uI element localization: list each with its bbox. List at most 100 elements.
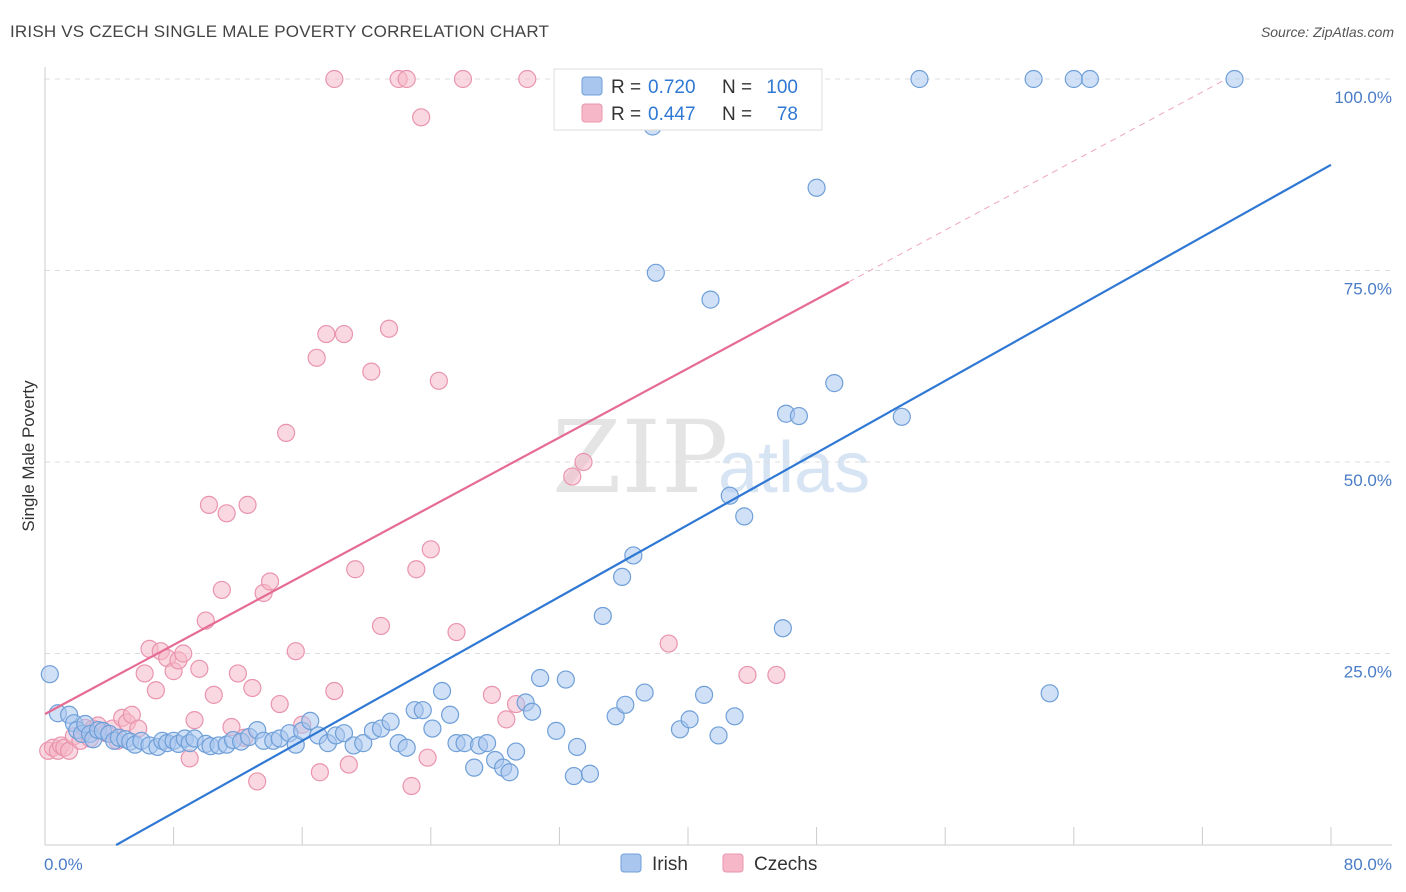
- irish-point: [773, 619, 792, 638]
- irish-point: [40, 665, 59, 684]
- irish-point: [556, 670, 575, 689]
- irish-point: [825, 374, 844, 393]
- czech-point: [238, 495, 257, 514]
- czech-point: [346, 560, 365, 579]
- irish-point: [477, 734, 497, 753]
- legend-czech-n-value: 78: [777, 104, 798, 125]
- y-tick-labels: 25.0% 50.0% 75.0% 100.0%: [1334, 88, 1392, 682]
- irish-point: [334, 724, 354, 743]
- irish-point: [564, 766, 583, 786]
- irish-points: [40, 69, 1244, 786]
- irish-point: [522, 702, 542, 721]
- czech-point: [334, 324, 354, 344]
- irish-point: [440, 705, 460, 724]
- czech-point: [212, 580, 231, 600]
- czech-point: [217, 504, 236, 523]
- czech-point: [199, 495, 219, 514]
- czech-point: [574, 452, 593, 472]
- legend-irish-r-value: 0.720: [648, 77, 696, 98]
- bottom-legend-czech-swatch: [722, 853, 744, 873]
- x-tick-label-min: 0.0%: [44, 855, 83, 874]
- irish-point: [735, 507, 754, 526]
- legend-czech-r-value: 0.447: [648, 104, 696, 125]
- irish-point: [593, 606, 612, 626]
- irish-point: [423, 719, 442, 738]
- czech-point: [270, 694, 289, 714]
- czech-point: [371, 616, 391, 636]
- czech-point: [407, 560, 426, 579]
- irish-point: [506, 742, 526, 761]
- czech-point: [379, 319, 399, 338]
- irish-point: [413, 701, 432, 720]
- irish-point: [1225, 69, 1244, 89]
- czech-point: [429, 371, 448, 390]
- czech-point: [738, 665, 757, 685]
- legend-irish-n-value: 100: [766, 77, 798, 98]
- irish-point: [1064, 69, 1083, 89]
- irish-point: [567, 737, 587, 757]
- irish-point: [354, 734, 373, 753]
- czech-point: [277, 423, 296, 442]
- czech-point: [286, 642, 305, 661]
- czech-point: [135, 664, 154, 683]
- legend-irish-r-label: R =: [611, 77, 641, 98]
- x-ticks: [44, 827, 1332, 845]
- irish-trendline: [115, 163, 1332, 846]
- czech-point: [325, 69, 344, 89]
- czech-point: [447, 622, 466, 642]
- czech-point: [397, 69, 416, 89]
- irish-point: [1024, 69, 1043, 89]
- trendlines: [44, 78, 1332, 846]
- irish-point: [701, 290, 720, 309]
- irish-point: [635, 683, 654, 702]
- irish-point: [725, 707, 744, 726]
- czech-point: [204, 685, 223, 704]
- irish-point: [465, 758, 484, 777]
- czech-point: [243, 678, 262, 698]
- bottom-legend: Irish Czechs: [620, 853, 817, 875]
- czech-point: [412, 108, 431, 127]
- legend-czech-r-label: R =: [611, 104, 641, 125]
- czech-point: [190, 659, 209, 678]
- czech-point: [339, 755, 358, 774]
- chart-title: IRISH VS CZECH SINGLE MALE POVERTY CORRE…: [10, 22, 550, 41]
- irish-point: [789, 406, 809, 426]
- irish-point: [616, 695, 635, 714]
- y-tick-label: 25.0%: [1344, 663, 1392, 682]
- bottom-legend-irish-label: Irish: [652, 854, 688, 875]
- czech-trendline-extension: [848, 78, 1227, 283]
- irish-point: [531, 668, 550, 688]
- czech-point: [402, 776, 421, 796]
- irish-point: [500, 763, 519, 782]
- czech-point: [482, 685, 501, 704]
- czech-trendline: [44, 281, 850, 715]
- irish-point: [301, 711, 320, 731]
- y-tick-label: 75.0%: [1344, 280, 1392, 299]
- axes: [44, 67, 1392, 846]
- czech-point: [228, 664, 247, 683]
- czech-point: [146, 681, 166, 700]
- irish-point: [910, 69, 929, 89]
- czech-point: [325, 681, 344, 701]
- legend-box: R = 0.720 N = 100 R = 0.447 N = 78: [553, 68, 823, 131]
- czech-point: [307, 348, 326, 367]
- czech-point: [180, 749, 199, 768]
- gridlines: [45, 78, 1392, 654]
- irish-point: [580, 764, 600, 783]
- irish-point: [1040, 684, 1059, 703]
- legend-czech-swatch: [581, 103, 603, 123]
- czech-point: [518, 69, 537, 89]
- czech-point: [418, 748, 437, 767]
- irish-point: [547, 721, 566, 740]
- irish-point: [680, 710, 699, 729]
- irish-point: [694, 685, 714, 704]
- czech-point: [317, 324, 336, 344]
- czech-point: [563, 467, 582, 486]
- y-tick-label: 50.0%: [1344, 471, 1392, 490]
- czech-point: [362, 362, 381, 381]
- czech-point: [310, 763, 329, 782]
- legend-irish-swatch: [581, 76, 603, 96]
- x-tick-label-max: 80.0%: [1344, 855, 1392, 874]
- czech-point: [248, 772, 267, 791]
